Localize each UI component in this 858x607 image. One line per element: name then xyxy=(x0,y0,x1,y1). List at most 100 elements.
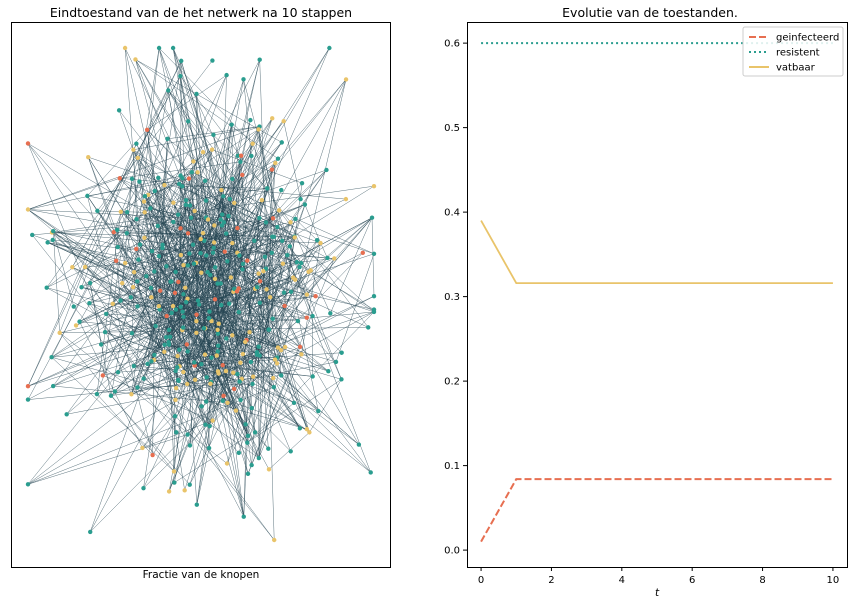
network-edge xyxy=(214,278,244,517)
network-edge xyxy=(47,242,279,348)
network-node-vatbaar xyxy=(199,270,204,275)
network-node-resistent xyxy=(326,368,331,374)
network-edge xyxy=(239,204,306,382)
network-node-vatbaar xyxy=(118,209,124,214)
network-node-vatbaar xyxy=(129,392,134,397)
network-node-resistent xyxy=(201,326,207,331)
network-edge xyxy=(27,341,169,387)
network-node-resistent xyxy=(371,251,377,256)
network-node-vatbaar xyxy=(272,357,278,362)
network-node-resistent xyxy=(148,285,154,291)
network-edge xyxy=(178,183,233,336)
network-node-vatbaar xyxy=(211,240,217,245)
network-node-vatbaar xyxy=(162,182,167,188)
network-node-resistent xyxy=(169,279,174,284)
network-node-vatbaar xyxy=(304,426,310,432)
network-edge xyxy=(143,378,260,459)
network-node-resistent xyxy=(279,373,284,378)
network-edge xyxy=(205,255,288,402)
network-node-resistent xyxy=(152,269,157,274)
network-edge xyxy=(158,306,196,380)
network-node-resistent xyxy=(279,238,285,243)
network-edge xyxy=(294,183,303,238)
line-chart: 0 2 4 6 8 10 0.0 0.1 0.2 0.3 0.4 0.5 0.6 geinfecteerd… xyxy=(444,22,848,586)
network-edge xyxy=(241,200,263,379)
network-node-resistent xyxy=(199,362,204,367)
network-edge xyxy=(51,181,140,358)
network-title: Eindtoestand van de het netwerk na 10 st… xyxy=(49,5,353,20)
network-node-geinfecteerd xyxy=(164,313,169,319)
network-node-resistent xyxy=(25,397,31,402)
network-edge xyxy=(158,177,183,331)
network-node-vatbaar xyxy=(318,240,323,246)
network-node-resistent xyxy=(202,238,207,244)
y-tick-label: 0.6 xyxy=(444,39,460,50)
network-edge xyxy=(133,126,260,151)
series-line-vatbaar xyxy=(480,220,833,284)
network-node-vatbaar xyxy=(223,368,229,374)
network-edge xyxy=(237,227,375,310)
network-edge xyxy=(112,75,227,304)
network-edge xyxy=(239,255,310,433)
network-node-resistent xyxy=(221,194,226,199)
network-node-resistent xyxy=(149,359,154,364)
network-node-resistent xyxy=(172,480,177,485)
network-node-resistent xyxy=(192,360,197,365)
network-edge xyxy=(204,180,301,347)
network-node-resistent xyxy=(288,449,293,454)
network-node-resistent xyxy=(237,253,242,258)
network-node-resistent xyxy=(180,325,186,330)
network-edge xyxy=(177,75,227,215)
network-node-vatbaar xyxy=(86,154,91,160)
network-edge xyxy=(182,186,268,189)
network-node-resistent xyxy=(165,136,170,142)
network-edge xyxy=(97,60,213,212)
network-node-resistent xyxy=(232,286,237,292)
network-node-vatbaar xyxy=(230,240,235,246)
network-node-resistent xyxy=(210,58,215,63)
network-edge xyxy=(261,200,342,380)
network-edge xyxy=(84,208,151,268)
network-node-resistent xyxy=(328,311,333,316)
network-node-resistent xyxy=(218,217,223,222)
network-node-resistent xyxy=(256,455,262,461)
network-node-vatbaar xyxy=(133,57,138,62)
network-node-vatbaar xyxy=(185,296,190,301)
network-edge xyxy=(32,234,275,541)
network-edge xyxy=(81,232,204,288)
network-edge xyxy=(301,242,321,355)
network-node-vatbaar xyxy=(175,353,180,359)
network-node-resistent xyxy=(30,232,35,238)
network-node-resistent xyxy=(204,253,209,258)
network-node-geinfecteerd xyxy=(172,290,178,296)
network-node-resistent xyxy=(250,381,255,387)
network-node-resistent xyxy=(94,391,100,397)
network-edge xyxy=(157,225,302,264)
network-node-vatbaar xyxy=(238,360,243,365)
network-node-vatbaar xyxy=(212,223,217,228)
network-node-resistent xyxy=(160,242,165,248)
network-edge xyxy=(152,359,155,456)
network-node-geinfecteerd xyxy=(222,249,227,254)
network-node-resistent xyxy=(142,194,148,199)
network-node-resistent xyxy=(124,210,130,215)
network-node-resistent xyxy=(148,206,153,211)
network-node-vatbaar xyxy=(278,348,284,353)
network-node-vatbaar xyxy=(194,330,199,336)
network-node-geinfecteerd xyxy=(236,286,241,291)
network-edge xyxy=(204,329,218,355)
x-tick-label: 10 xyxy=(827,575,840,586)
plot-frame xyxy=(467,22,848,568)
network-node-resistent xyxy=(205,269,210,275)
network-edge xyxy=(223,196,256,433)
network-node-resistent xyxy=(339,350,344,355)
network-node-resistent xyxy=(194,502,200,507)
network-node-vatbaar xyxy=(231,370,236,375)
network-edge xyxy=(250,217,373,363)
network-node-geinfecteerd xyxy=(176,279,181,285)
network-node-vatbaar xyxy=(272,537,277,543)
network-node-resistent xyxy=(287,244,292,249)
network-edge xyxy=(52,239,228,262)
network-edge xyxy=(142,341,246,449)
network-edge xyxy=(276,237,295,358)
